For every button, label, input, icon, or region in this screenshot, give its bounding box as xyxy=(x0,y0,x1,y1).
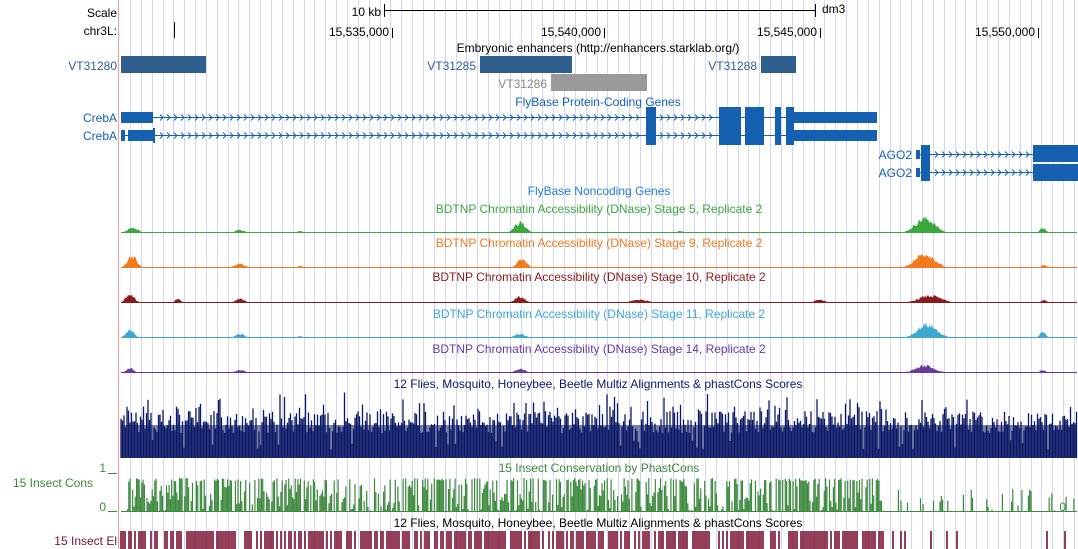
enhancer-vt31288-label[interactable]: VT31288 xyxy=(708,59,757,73)
ruler-pos-2: 15,540,000 xyxy=(541,25,601,39)
elements-side-label[interactable]: 15 Insect El xyxy=(54,534,117,548)
genes-track-title: FlyBase Protein-Coding Genes xyxy=(515,95,680,109)
phastcons-tick-min: 0 xyxy=(99,500,106,514)
phastcons-signal[interactable] xyxy=(121,478,1077,512)
scale-bar xyxy=(384,4,816,17)
phastcons-side-label[interactable]: 15 Insect Cons xyxy=(13,476,93,490)
dnase-stage14-title: BDTNP Chromatin Accessibility (DNase) St… xyxy=(432,342,766,356)
ruler-pos-1: 15,535,000 xyxy=(329,25,389,39)
conserved-elements[interactable] xyxy=(120,531,1066,549)
ruler-ticks xyxy=(174,22,1039,38)
dnase-stage11-title: BDTNP Chromatin Accessibility (DNase) St… xyxy=(433,307,766,321)
enhancer-vt31286-label[interactable]: VT31286 xyxy=(498,77,547,91)
ruler-pos-4: 15,550,000 xyxy=(975,25,1035,39)
enhancer-vt31280-label[interactable]: VT31280 xyxy=(68,59,117,73)
enhancer-vt31280-bar[interactable] xyxy=(121,56,206,73)
dnase-stage10-signal[interactable] xyxy=(121,294,1077,303)
ago2-label-1[interactable]: AGO2 xyxy=(879,148,913,162)
ago2-label-2[interactable]: AGO2 xyxy=(879,166,913,180)
multiz-track-title: 12 Flies, Mosquito, Honeybee, Beetle Mul… xyxy=(394,377,803,391)
elements-track-title: 12 Flies, Mosquito, Honeybee, Beetle Mul… xyxy=(394,516,803,530)
phastcons-tick-max: 1 xyxy=(99,461,106,475)
dnase-stage10-title: BDTNP Chromatin Accessibility (DNase) St… xyxy=(432,270,766,284)
ago2-transcript-1[interactable] xyxy=(916,145,1078,164)
creba-label-2[interactable]: CrebA xyxy=(83,129,117,143)
creba-label-1[interactable]: CrebA xyxy=(83,111,117,125)
dnase-stage11-signal[interactable] xyxy=(121,322,1077,338)
multiz-signal[interactable] xyxy=(120,392,1078,459)
dnase-stage9-signal[interactable] xyxy=(121,254,1077,268)
enhancers-track-title: Embryonic enhancers (http://enhancers.st… xyxy=(457,41,740,55)
scale-bar-text: 10 kb xyxy=(352,5,382,19)
ruler-pos-3: 15,545,000 xyxy=(757,25,817,39)
enhancer-vt31288-bar[interactable] xyxy=(761,56,796,73)
dnase-stage14-signal[interactable] xyxy=(121,364,1077,373)
assembly-label: dm3 xyxy=(822,2,846,16)
chrom-label: chr3L: xyxy=(84,24,117,38)
phastcons-track-title: 15 Insect Conservation by PhastCons xyxy=(499,461,700,475)
dnase-stage5-title: BDTNP Chromatin Accessibility (DNase) St… xyxy=(436,202,763,216)
scale-label: Scale xyxy=(87,6,117,20)
dnase-stage5-signal[interactable] xyxy=(121,215,1077,233)
phastcons-zero-right: 0 xyxy=(1059,500,1066,514)
enhancer-vt31286-bar[interactable] xyxy=(551,74,647,91)
creba-transcript-2[interactable] xyxy=(121,128,877,145)
dnase-stage9-title: BDTNP Chromatin Accessibility (DNase) St… xyxy=(436,236,763,250)
creba-transcript-1[interactable] xyxy=(121,107,877,128)
ago2-transcript-2[interactable] xyxy=(916,164,1078,181)
noncoding-track-title: FlyBase Noncoding Genes xyxy=(528,184,671,198)
enhancer-vt31285-label[interactable]: VT31285 xyxy=(427,59,476,73)
enhancer-vt31285-bar[interactable] xyxy=(480,56,572,73)
